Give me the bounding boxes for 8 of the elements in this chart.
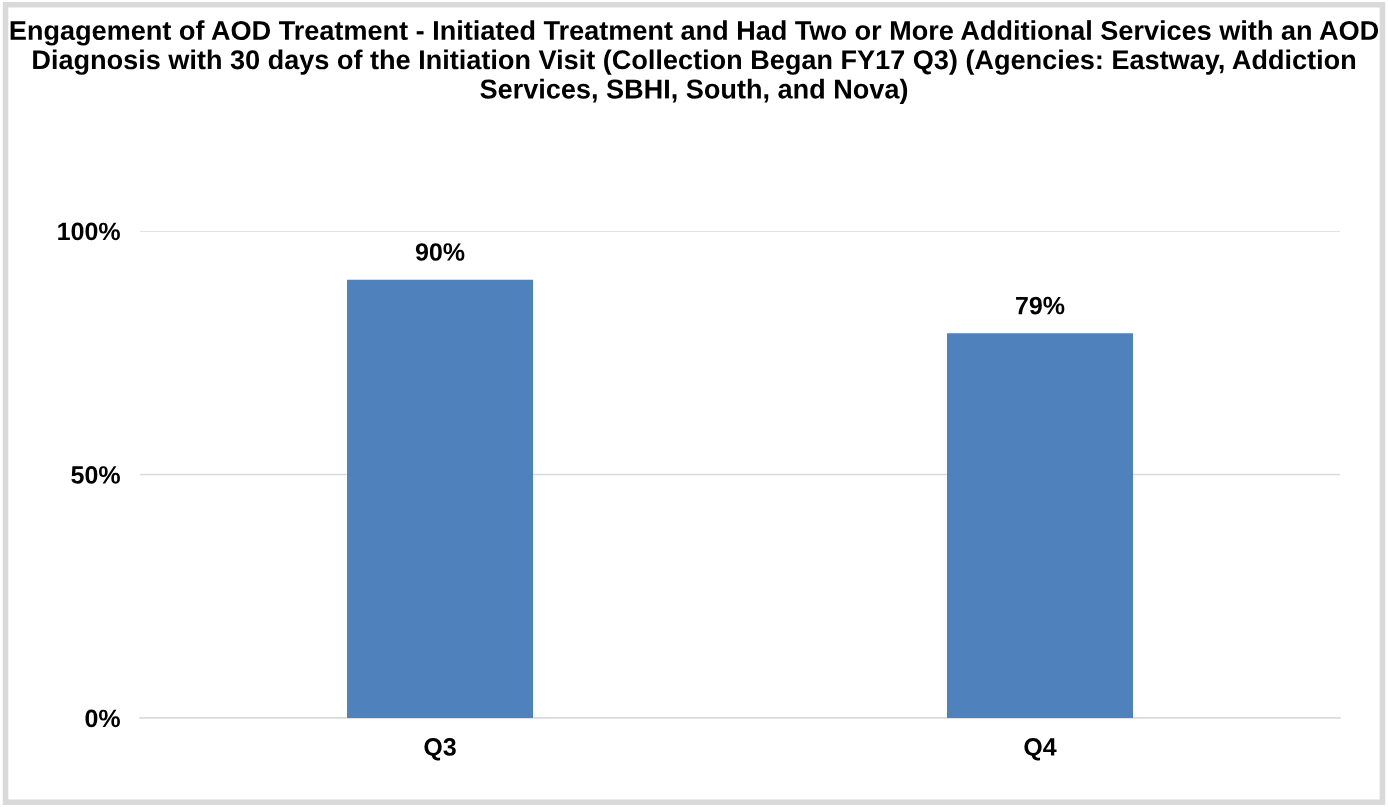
x-tick-label: Q4	[1024, 738, 1057, 761]
chart-title: Engagement of AOD Treatment - Initiated Treatment and Had Two or More Additional Services with an AOD Diagnosis with 30 days of the Initiation Visit (Collection Began FY17 Q3) (Agencies: Eastway, Addiction Services, SBHI, South, and Nova)	[10, 20, 1379, 104]
y-tick-label: 0%	[85, 709, 120, 728]
x-tick-label: Q3	[424, 738, 456, 761]
data-label: 79%	[1016, 296, 1065, 315]
y-tick-label: 100%	[58, 222, 120, 241]
y-tick-label: 50%	[71, 466, 120, 484]
data-label: 90%	[415, 243, 465, 261]
